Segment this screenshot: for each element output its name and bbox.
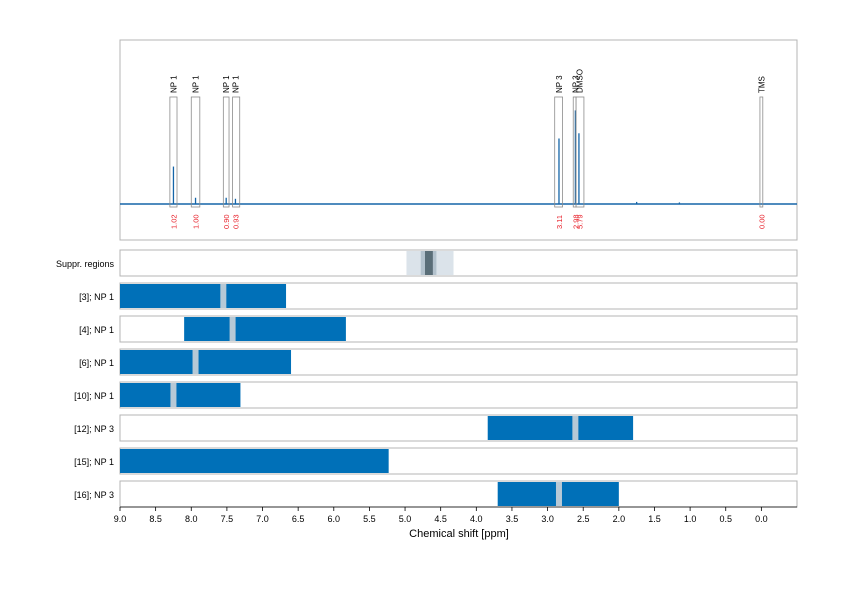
annotation-label: NP 1 xyxy=(169,75,178,93)
x-tick-label: 3.5 xyxy=(506,514,519,524)
track-gap xyxy=(229,317,236,341)
track-bar xyxy=(120,350,292,374)
annotation-box xyxy=(169,96,178,208)
x-tick-label: 5.5 xyxy=(363,514,376,524)
annotation-box xyxy=(190,96,201,208)
x-tick-label: 6.5 xyxy=(292,514,305,524)
track-bar xyxy=(120,284,287,308)
annotation-box xyxy=(575,96,585,208)
integral-label: 0.93 xyxy=(231,214,240,229)
track-bar xyxy=(120,449,389,473)
annotation-label: NP 1 xyxy=(192,75,201,93)
x-axis-label: Chemical shift [ppm] xyxy=(409,528,509,540)
spectrum-frame xyxy=(119,39,798,241)
integral-label: 0.00 xyxy=(757,214,766,229)
annotation-label: NP 3 xyxy=(571,75,580,93)
x-tick-label: 6.0 xyxy=(328,514,341,524)
integral-label: 1.02 xyxy=(169,214,178,229)
annotation-label: NP 1 xyxy=(231,75,240,93)
annotation-box xyxy=(222,96,230,208)
annotation-label: NP 1 xyxy=(222,75,231,93)
integral-label: 3.11 xyxy=(555,215,564,229)
x-tick-label: 8.5 xyxy=(149,514,162,524)
track-label: [10]; NP 1 xyxy=(74,391,114,401)
x-tick-label: 1.0 xyxy=(684,514,697,524)
annotation-label: NP 3 xyxy=(555,75,564,93)
annotation-box xyxy=(232,96,241,208)
x-axis: 9.0 8.5 8.0 7.5 7.0 6.5 6.0 5.5 5.0 4.5 4.0 3.5 3.0 2… xyxy=(114,506,797,524)
annotation-label: DMSO xyxy=(576,69,585,93)
track-gap xyxy=(192,350,199,374)
x-tick-label: 8.0 xyxy=(185,514,198,524)
track-label: [3]; NP 1 xyxy=(79,292,114,302)
x-tick-label: 2.0 xyxy=(613,514,626,524)
spectrum-panel: NP 1 1.02 NP 1 1.00 NP 1 0.90 NP 1 0.93 NP 3 3.11… xyxy=(119,39,798,241)
track-frame xyxy=(119,480,798,508)
track-gap xyxy=(220,284,227,308)
x-tick-label: 2.5 xyxy=(577,514,590,524)
integral-label: 0.90 xyxy=(222,214,231,229)
x-tick-label: 4.0 xyxy=(470,514,483,524)
track-bar xyxy=(120,383,241,407)
track-label: [4]; NP 1 xyxy=(79,325,114,335)
suppr-frame xyxy=(119,249,798,277)
x-tick-label: 3.0 xyxy=(541,514,554,524)
annotation-box xyxy=(554,96,563,208)
x-tick-label: 5.0 xyxy=(399,514,412,524)
x-tick-label: 9.0 xyxy=(114,514,127,524)
x-tick-label: 1.5 xyxy=(648,514,661,524)
x-tick-label: 0.0 xyxy=(755,514,768,524)
x-tick-label: 4.5 xyxy=(434,514,447,524)
integral-label: 1.00 xyxy=(192,214,201,229)
track-bar xyxy=(487,416,634,440)
track-gap xyxy=(170,383,177,407)
track-label: [6]; NP 1 xyxy=(79,358,114,368)
track-gap xyxy=(572,416,579,440)
track-label: [15]; NP 1 xyxy=(74,457,114,467)
tracks-panel: [3]; NP 1 [4]; NP 1 [6]; NP 1 [10]; NP 1 [12… xyxy=(74,282,798,508)
track-label: [12]; NP 3 xyxy=(74,424,114,434)
track-frame xyxy=(119,414,798,442)
suppressed-regions-panel: Suppr. regions xyxy=(56,249,798,277)
integral-label: 2.98 xyxy=(571,214,580,229)
x-tick-label: 0.5 xyxy=(719,514,732,524)
track-gap xyxy=(555,482,562,506)
annotation-label: TMS xyxy=(757,76,766,93)
x-tick-label: 7.5 xyxy=(221,514,234,524)
x-tick-label: 7.0 xyxy=(256,514,269,524)
track-bar xyxy=(184,317,346,341)
track-label: [16]; NP 3 xyxy=(74,490,114,500)
suppr-region-inner xyxy=(425,251,433,275)
suppr-label: Suppr. regions xyxy=(56,259,115,269)
integral-label: 5.79 xyxy=(576,214,585,229)
annotation-box xyxy=(759,96,764,208)
